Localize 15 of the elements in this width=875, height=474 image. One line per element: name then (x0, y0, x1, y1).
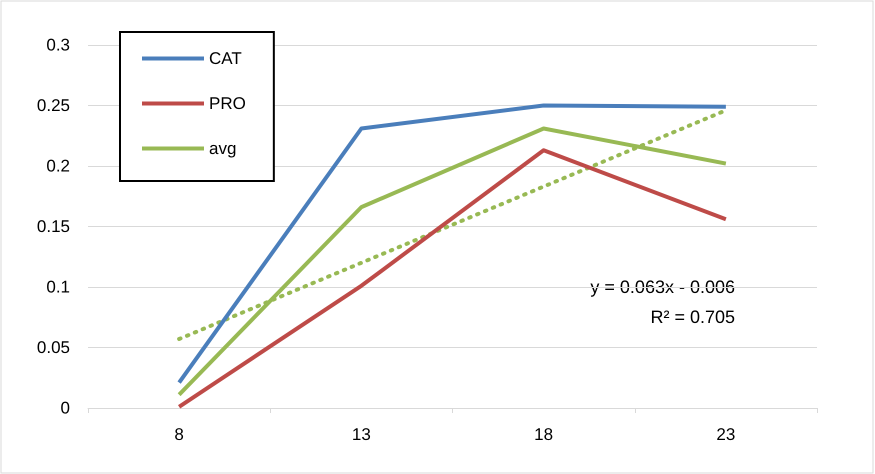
y-tick-label: 0.3 (46, 36, 70, 54)
y-tick-label: 0.1 (46, 278, 70, 296)
y-tick-label: 0.15 (36, 217, 70, 236)
y-tick-label: 0 (60, 398, 70, 418)
x-tick-label: 23 (716, 425, 736, 444)
legend-label: avg (209, 139, 236, 158)
y-tick-label: 0.25 (36, 96, 70, 115)
annotation: R² = 0.705 (650, 307, 736, 327)
y-tick-label: 0.2 (46, 156, 70, 176)
x-tick-label: 18 (534, 425, 554, 444)
legend-label: PRO (209, 94, 246, 113)
legend-label: CAT (209, 49, 242, 68)
x-tick-label: 13 (352, 425, 371, 444)
y-tick-label: 0.05 (36, 338, 70, 357)
x-tick-label: 8 (174, 425, 184, 444)
